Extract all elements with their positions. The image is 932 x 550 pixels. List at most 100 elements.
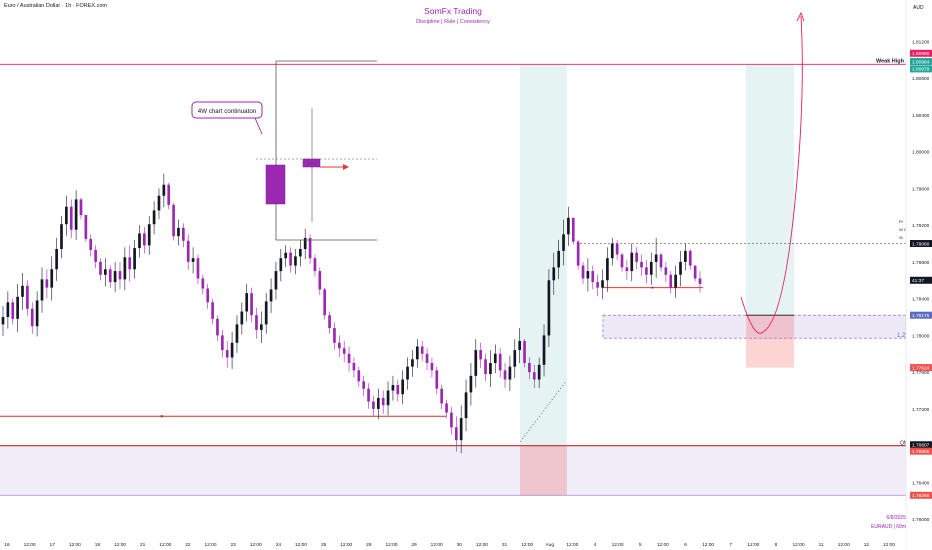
candle-body — [133, 248, 136, 270]
price-badge-label: 1.80980 — [912, 51, 930, 57]
time-axis[interactable]: 16 12:00 17 12:00 18 12:00 21 12:00 22 12:00 23 12:… — [0, 510, 906, 550]
candle-body — [230, 342, 234, 358]
time-tick-label: 25 — [321, 542, 327, 548]
candle-body — [84, 215, 88, 239]
candle-body — [674, 274, 677, 288]
candle-body — [60, 224, 63, 250]
footer-ticker: EURAUD | 60m — [871, 524, 906, 530]
candle-body — [104, 269, 107, 275]
candle-body — [128, 257, 132, 270]
time-tick-label: 21 — [140, 542, 146, 548]
candle-body — [445, 403, 448, 413]
price-badge — [910, 276, 932, 284]
candle-body — [435, 370, 439, 389]
candle-body — [157, 195, 161, 211]
candle-body — [645, 267, 648, 275]
candle-body — [406, 366, 409, 380]
candle-body — [518, 340, 521, 351]
watermark-title: SomFx Trading — [424, 6, 482, 16]
candle-body — [259, 324, 263, 330]
candle-body — [489, 362, 492, 374]
price-badge — [910, 49, 932, 57]
price-badge — [910, 441, 932, 449]
candle-body — [113, 271, 117, 283]
callout-text: 4W chart continuaton — [198, 108, 257, 115]
candle-body — [162, 184, 166, 196]
candle-body — [152, 210, 156, 225]
candle-body — [411, 359, 414, 367]
price-axis[interactable]: AUD 1.81200 1.80800 1.80400 1.80000 1.79600 1.… — [905, 0, 932, 550]
candle-body — [542, 335, 546, 365]
candle-body — [440, 388, 444, 404]
candle-body — [35, 300, 39, 327]
time-tick-label: 12:00 — [521, 542, 533, 548]
candle-body — [367, 388, 370, 402]
candle-body — [21, 285, 24, 297]
candle-body — [625, 267, 629, 272]
time-tick-label: Aug — [545, 542, 554, 548]
candle-body — [615, 243, 619, 255]
range-marker-2: Sl — [899, 235, 903, 240]
candle-body — [26, 285, 29, 309]
candle-body — [386, 390, 390, 406]
candle-body — [11, 302, 15, 319]
price-badge-label: 1.78175 — [912, 313, 930, 319]
candle-body — [493, 353, 497, 363]
time-tick-label: 22 — [185, 542, 191, 548]
qml-label: QML — [900, 441, 911, 447]
candle-body — [391, 385, 395, 391]
candle-body — [581, 265, 585, 279]
price-badge — [910, 447, 932, 455]
bottom-demand-zone — [0, 445, 906, 496]
candle-body — [464, 392, 468, 419]
price-tick-label: 1.80800 — [912, 76, 930, 82]
candle-body — [303, 238, 307, 250]
symbol-label[interactable]: Euro / Australian Dollar · 1h · FOREX.co… — [4, 3, 108, 9]
time-tick-label: 12:00 — [250, 542, 262, 548]
candle-body — [328, 315, 331, 329]
candle-body — [138, 233, 141, 249]
candle-body — [308, 238, 312, 259]
candle-body — [182, 227, 185, 241]
candle-body — [69, 206, 73, 230]
candle-body — [523, 340, 526, 363]
candle-body — [225, 350, 229, 358]
time-tick-label: 4 — [594, 542, 597, 548]
time-tick-label: 12:00 — [566, 542, 578, 548]
candle-body — [567, 217, 570, 235]
candle-body — [177, 227, 180, 237]
price-tick-label: 1.80000 — [912, 150, 930, 156]
price-tick-label: 1.81200 — [912, 39, 930, 45]
candle-body — [220, 335, 224, 351]
footer-date: 6/8/2025 — [886, 515, 906, 521]
time-tick-label: 6 — [684, 542, 687, 548]
candle-body — [352, 362, 356, 371]
candle-body — [89, 238, 93, 250]
candle-body — [454, 427, 458, 441]
candle-body — [172, 204, 175, 237]
candle-body — [557, 250, 560, 268]
candle-body — [245, 293, 249, 312]
candle-body — [30, 308, 34, 327]
time-axis-bg — [0, 510, 906, 550]
candle-body — [401, 379, 405, 395]
candle-body — [532, 372, 536, 380]
candle-body — [591, 271, 595, 283]
candle-body — [240, 311, 244, 325]
candle-body — [79, 199, 83, 216]
candle-body — [630, 252, 634, 272]
time-tick-label: 17 — [50, 542, 56, 548]
time-tick-label: 28 — [366, 542, 372, 548]
candle-body — [479, 350, 483, 360]
candle-body — [420, 346, 424, 354]
candle-body — [664, 267, 668, 275]
candle-body — [191, 258, 195, 262]
price-badge-label: 1.76807 — [912, 443, 930, 449]
time-tick-label: 12:00 — [702, 542, 714, 548]
candle-body — [118, 271, 122, 280]
candle-body — [333, 328, 336, 343]
time-tick-label: 12:00 — [747, 542, 759, 548]
candle-body — [250, 293, 253, 316]
time-tick-label: 12:00 — [24, 542, 36, 548]
